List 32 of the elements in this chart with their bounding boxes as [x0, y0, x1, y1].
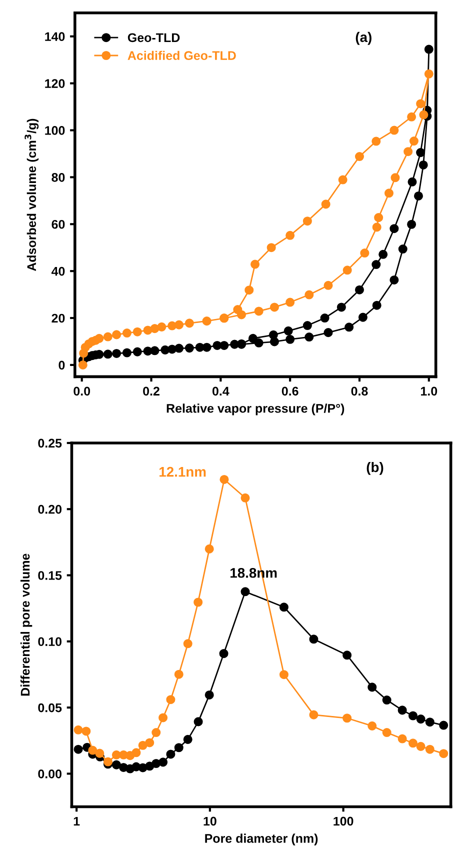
legend-label: Geo-TLD	[128, 33, 180, 42]
y-tick-label: 0	[58, 360, 65, 370]
x-tick-label: 1.0	[421, 386, 438, 396]
x-tick-label: 0.4	[212, 386, 230, 396]
y-tick-label: 40	[51, 266, 65, 276]
y-tick-label: 20	[52, 314, 65, 323]
y-tick-label: 80	[52, 173, 65, 182]
y-tick-label: 0.15	[38, 571, 62, 580]
legend-label: Acidified Geo-TLD	[128, 50, 236, 60]
y-axis-title: Differential pore volume	[20, 554, 32, 696]
y-tick-label: 120	[45, 79, 65, 88]
x-tick-label: 0.2	[143, 386, 160, 396]
y-tick-label: 0.10	[38, 637, 62, 646]
y-tick-label: 0.20	[38, 504, 62, 514]
y-tick-label: 60	[52, 220, 65, 229]
y-tick-label: 0.25	[38, 438, 62, 448]
x-axis-title: Pore diameter (nm)	[205, 834, 318, 846]
x-tick-label: 1	[74, 816, 80, 826]
annotation: 12.1nm	[160, 466, 206, 477]
y-axis-title: Adsorbed volume (cm$^{3}$/g)	[24, 118, 39, 272]
x-tick-label: 100	[334, 816, 354, 826]
x-tick-label: 0.6	[282, 386, 298, 396]
x-axis-title: Relative vapor pressure (P/P°)	[166, 404, 344, 416]
x-tick-label: 0.0	[74, 386, 90, 396]
x-tick-label: 0.8	[351, 386, 368, 396]
annotation: (a)	[356, 32, 372, 45]
y-tick-label: 0.00	[38, 769, 62, 778]
annotation: (b)	[366, 462, 384, 475]
y-tick-label: 100	[45, 126, 65, 135]
y-tick-label: 140	[45, 32, 65, 42]
y-tick-label: 0.05	[38, 703, 62, 712]
x-tick-label: 10	[204, 816, 216, 826]
